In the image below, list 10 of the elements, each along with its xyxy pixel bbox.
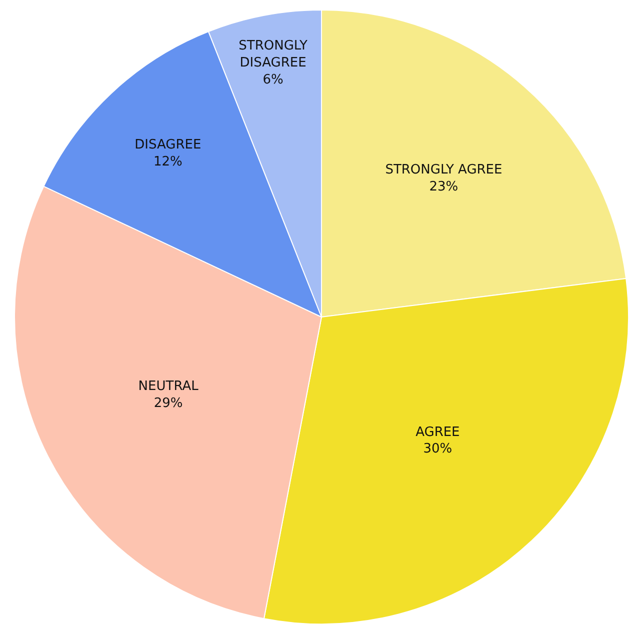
- slice-label: DISAGREE: [134, 137, 202, 152]
- data-label: 23%: [429, 179, 458, 194]
- slice-label: STRONGLY AGREE: [385, 162, 502, 178]
- data-label: 29%: [154, 396, 183, 411]
- data-label: 12%: [153, 154, 182, 170]
- data-label: 30%: [423, 442, 452, 457]
- slice-label: STRONGLY DISAGREE: [238, 38, 308, 71]
- slice-label: NEUTRAL: [138, 378, 200, 394]
- data-label: 6%: [262, 72, 284, 88]
- slice-label: AGREE: [416, 424, 460, 440]
